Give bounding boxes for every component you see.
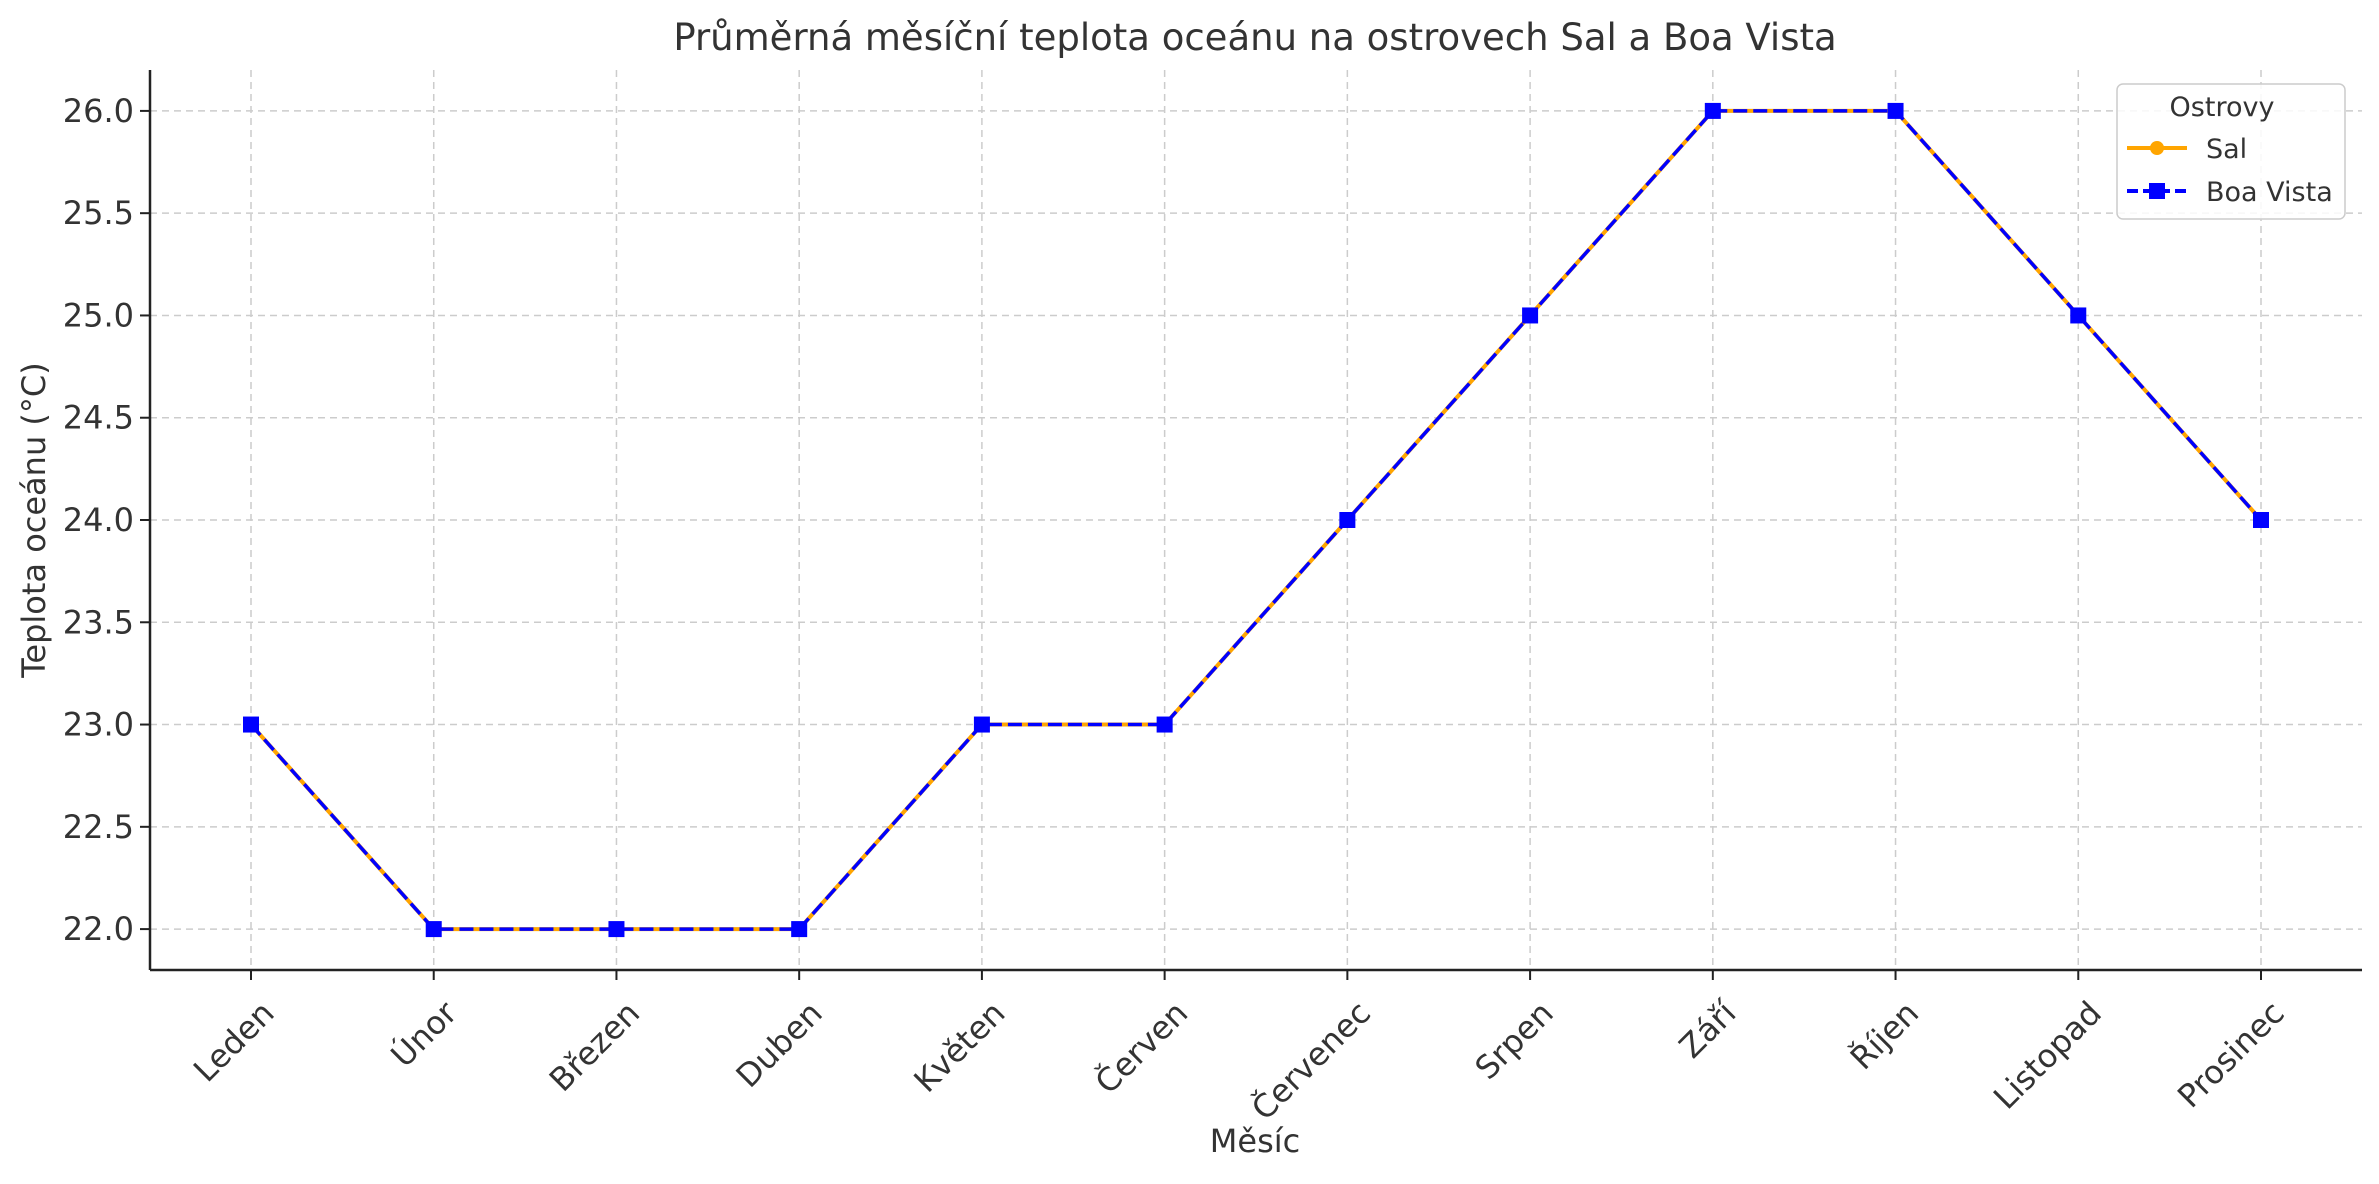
x-tick-label: Listopad (1986, 994, 2109, 1117)
series-boa-vista (243, 102, 2269, 938)
x-tick-label: Březen (542, 994, 647, 1099)
legend-box (2116, 83, 2346, 220)
chart-title: Průměrná měsíční teplota oceánu na ostro… (673, 16, 1836, 59)
x-tick-label: Září (1672, 993, 1745, 1066)
ticks-layer: 22.0 22.5 23.0 23.5 24.0 24.5 25.0 25.5 26.0 Lede… (63, 92, 2292, 1128)
data-point (2253, 512, 2269, 528)
data-point (1704, 102, 1721, 119)
y-tick-label: 24.5 (63, 399, 134, 437)
x-tick-label: Leden (186, 994, 282, 1090)
y-tick-label: 24.0 (63, 501, 134, 539)
legend-item: Sal (2127, 134, 2247, 165)
data-point (1156, 716, 1173, 733)
legend-label: Sal (2206, 134, 2247, 165)
y-tick-label: 26.0 (63, 92, 134, 130)
y-tick-label: 23.5 (63, 603, 134, 641)
x-tick-label: Duben (729, 994, 830, 1095)
legend-title: Ostrovy (2170, 92, 2275, 123)
legend-items: Sal Boa Vista (2127, 134, 2333, 208)
legend: Ostrovy Sal Boa Vista (2116, 83, 2346, 220)
data-point (243, 716, 259, 733)
y-tick-label: 22.0 (63, 910, 134, 948)
series-layer (243, 102, 2269, 938)
legend-marker (2150, 141, 2164, 155)
series-line (249, 109, 2263, 931)
x-tick-label: Červenec (1243, 993, 1378, 1128)
y-tick-label: 25.0 (63, 296, 134, 334)
data-point (2070, 307, 2087, 324)
x-tick-label: Červen (1087, 993, 1195, 1101)
legend-marker (2149, 183, 2165, 199)
x-tick-label: Únor (383, 992, 465, 1074)
data-point (1887, 102, 1904, 119)
data-point (1339, 512, 1356, 528)
data-point (973, 716, 990, 733)
x-tick-label: Prosinec (2170, 994, 2292, 1116)
y-tick-label: 23.0 (63, 706, 134, 744)
data-point (425, 921, 442, 938)
x-tick-label: Říjen (1843, 994, 1926, 1077)
y-axis-label: Teplota oceánu (°C) (15, 362, 53, 678)
data-point (608, 921, 625, 938)
legend-label: Boa Vista (2206, 177, 2333, 208)
data-point (1522, 307, 1539, 324)
data-point (791, 921, 808, 938)
grid-layer (150, 70, 2362, 970)
x-tick-label: Květen (906, 994, 1012, 1100)
y-tick-label: 22.5 (63, 808, 134, 846)
y-tick-label: 25.5 (63, 194, 134, 232)
legend-item: Boa Vista (2127, 177, 2333, 208)
x-axis-label: Měsíc (1210, 1122, 1300, 1160)
x-tick-label: Srpen (1468, 994, 1561, 1087)
